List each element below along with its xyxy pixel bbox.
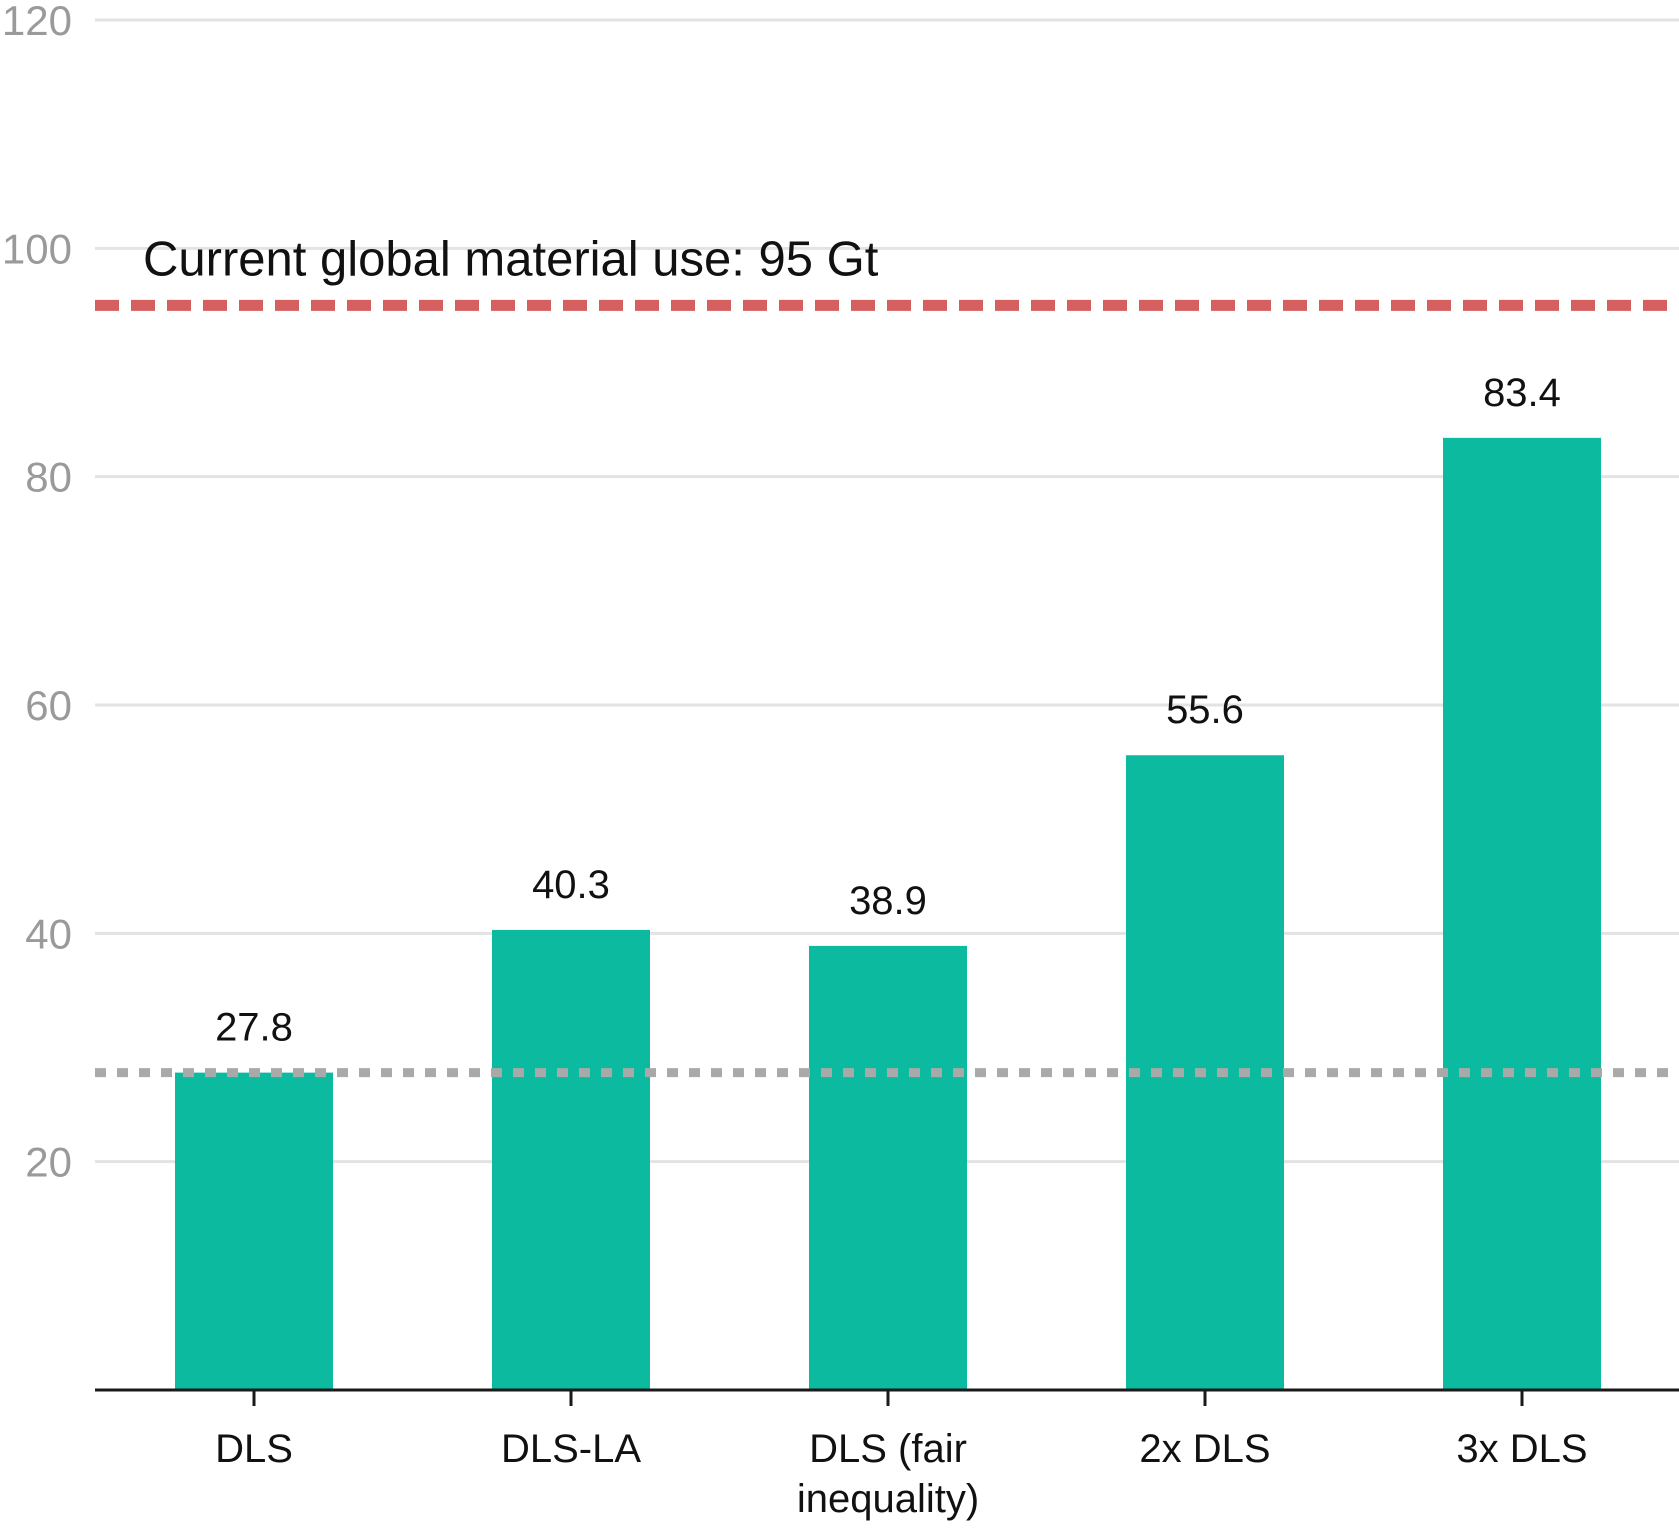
bar-value-label: 38.9 <box>849 879 927 923</box>
x-axis: DLS DLS-LA DLS (fair inequality) 2x DLS 3x DL… <box>95 1388 1679 1521</box>
bar-value-label: 83.4 <box>1483 371 1561 415</box>
y-tick-label: 20 <box>25 1139 72 1186</box>
y-tick-label: 60 <box>25 682 72 729</box>
x-tick-label: DLS-LA <box>501 1427 641 1471</box>
reference-line-label: Current global material use: 95 Gt <box>143 232 879 286</box>
x-tick-label: 2x DLS <box>1139 1427 1270 1471</box>
x-tick-label: DLS <box>215 1427 293 1471</box>
bar <box>809 945 967 1390</box>
bar <box>1443 437 1601 1391</box>
x-tick-label: DLS (fair inequality) <box>797 1427 979 1521</box>
y-tick-label: 100 <box>2 225 72 272</box>
y-axis-ticks: 20 40 60 80 100 120 <box>2 0 72 1186</box>
bar-value-label: 27.8 <box>215 1006 293 1050</box>
bar-value-label: 55.6 <box>1166 688 1244 732</box>
bar-value-labels: 27.8 40.3 38.9 55.6 83.4 <box>215 371 1561 1050</box>
y-tick-label: 120 <box>2 0 72 44</box>
y-tick-label: 40 <box>25 910 72 957</box>
bar-value-label: 40.3 <box>532 863 610 907</box>
x-tick-label: 3x DLS <box>1456 1427 1587 1471</box>
bar <box>492 929 650 1390</box>
reference-lines: Current global material use: 95 Gt <box>95 232 1679 1078</box>
grid-layer <box>95 18 1679 1164</box>
y-tick-label: 80 <box>25 454 72 501</box>
bar <box>175 1072 333 1390</box>
